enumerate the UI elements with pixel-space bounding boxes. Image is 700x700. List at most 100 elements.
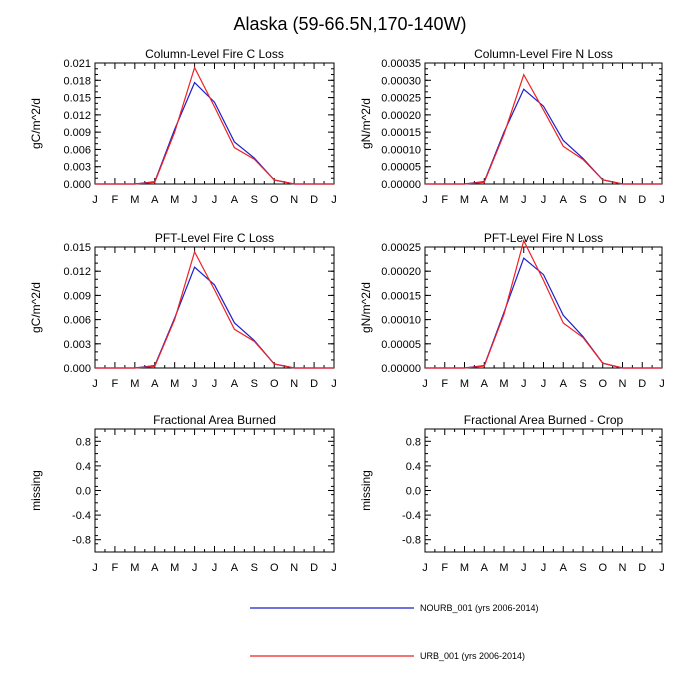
x-tick-label: D	[310, 194, 318, 206]
y-axis-label: gC/m^2/d	[29, 282, 43, 333]
x-tick-label: J	[422, 378, 428, 390]
x-tick-label: S	[579, 562, 586, 574]
x-tick-label: J	[212, 562, 218, 574]
x-tick-label: D	[310, 378, 318, 390]
x-tick-label: A	[231, 194, 239, 206]
y-tick-label: 0.00005	[381, 339, 421, 351]
x-tick-label: M	[170, 378, 179, 390]
x-tick-label: J	[92, 562, 98, 574]
y-tick-label: 0.000	[63, 179, 91, 191]
y-tick-label: 0.8	[76, 436, 91, 448]
x-tick-label: A	[560, 562, 568, 574]
x-tick-label: J	[521, 562, 527, 574]
x-tick-label: S	[579, 194, 586, 206]
plot-frame	[424, 246, 663, 369]
x-tick-label: J	[541, 378, 547, 390]
panel-title: Fractional Area Burned	[153, 413, 276, 427]
x-tick-label: J	[659, 194, 665, 206]
x-tick-label: J	[212, 378, 218, 390]
x-tick-label: F	[112, 378, 119, 390]
series-line-urb	[95, 66, 334, 185]
series-line-nourb	[95, 81, 334, 185]
x-tick-label: J	[331, 378, 337, 390]
y-tick-label: 0.015	[63, 242, 91, 254]
x-tick-label: M	[170, 562, 179, 574]
x-tick-label: A	[231, 378, 239, 390]
series-line-nourb	[425, 257, 662, 369]
y-tick-label: 0.0	[76, 486, 91, 498]
x-tick-label: N	[619, 562, 627, 574]
panel-title: Column-Level Fire C Loss	[145, 47, 284, 61]
x-tick-label: A	[481, 378, 489, 390]
x-tick-label: M	[499, 562, 508, 574]
figure-title: Alaska (59-66.5N,170-140W)	[233, 14, 466, 34]
x-tick-label: O	[270, 562, 279, 574]
y-tick-label: 0.00020	[381, 266, 421, 278]
y-tick-label: 0.006	[63, 144, 91, 156]
x-tick-label: D	[310, 562, 318, 574]
x-tick-label: J	[331, 562, 337, 574]
plot-frame	[94, 428, 335, 553]
x-tick-label: J	[331, 194, 337, 206]
x-tick-label: A	[481, 194, 489, 206]
plot-frame	[94, 246, 335, 369]
x-tick-label: F	[112, 562, 119, 574]
x-tick-label: D	[638, 194, 646, 206]
y-tick-label: 0.00000	[381, 179, 421, 191]
y-tick-label: -0.4	[402, 510, 421, 522]
y-tick-label: 0.00025	[381, 93, 421, 105]
x-tick-label: N	[619, 194, 627, 206]
plot-frame	[424, 428, 663, 553]
x-tick-label: S	[579, 378, 586, 390]
y-tick-label: 0.00015	[381, 290, 421, 302]
x-tick-label: M	[460, 194, 469, 206]
x-tick-label: O	[270, 378, 279, 390]
legend: NOURB_001 (yrs 2006-2014) URB_001 (yrs 20…	[250, 603, 539, 661]
y-tick-label: 0.00025	[381, 242, 421, 254]
x-tick-label: M	[130, 194, 139, 206]
y-axis-label: missing	[359, 470, 373, 511]
y-tick-label: 0.003	[63, 339, 91, 351]
x-tick-label: J	[192, 378, 198, 390]
x-tick-label: J	[192, 562, 198, 574]
x-tick-label: O	[270, 194, 279, 206]
x-tick-label: A	[151, 562, 159, 574]
series-line-nourb	[425, 88, 662, 185]
x-tick-label: J	[422, 194, 428, 206]
y-tick-label: -0.8	[402, 535, 421, 547]
y-tick-label: 0.009	[63, 127, 91, 139]
x-tick-label: F	[441, 194, 448, 206]
x-tick-label: A	[151, 194, 159, 206]
x-tick-label: N	[619, 378, 627, 390]
series-line-nourb	[95, 266, 334, 369]
x-tick-label: N	[290, 562, 298, 574]
x-tick-label: F	[441, 378, 448, 390]
x-tick-label: S	[251, 562, 258, 574]
y-tick-label: 0.003	[63, 162, 91, 174]
x-tick-label: J	[422, 562, 428, 574]
x-tick-label: O	[598, 378, 607, 390]
x-tick-label: J	[92, 378, 98, 390]
panel-title: PFT-Level Fire N Loss	[484, 231, 603, 245]
x-tick-label: J	[541, 562, 547, 574]
y-tick-label: 0.00015	[381, 127, 421, 139]
x-tick-label: M	[499, 194, 508, 206]
x-tick-label: A	[560, 378, 568, 390]
y-tick-label: 0.021	[63, 58, 91, 70]
y-tick-label: 0.006	[63, 315, 91, 327]
x-tick-label: J	[521, 378, 527, 390]
x-tick-label: A	[560, 194, 568, 206]
plot-frame	[94, 62, 335, 185]
panel-title: Column-Level Fire N Loss	[474, 47, 613, 61]
y-tick-label: 0.015	[63, 93, 91, 105]
y-tick-label: 0.4	[406, 461, 421, 473]
series-line-urb	[425, 73, 662, 185]
y-tick-label: 0.00010	[381, 144, 421, 156]
series-line-urb	[425, 239, 662, 369]
y-tick-label: 0.00030	[381, 75, 421, 87]
x-tick-label: J	[659, 378, 665, 390]
series-line-urb	[95, 250, 334, 369]
